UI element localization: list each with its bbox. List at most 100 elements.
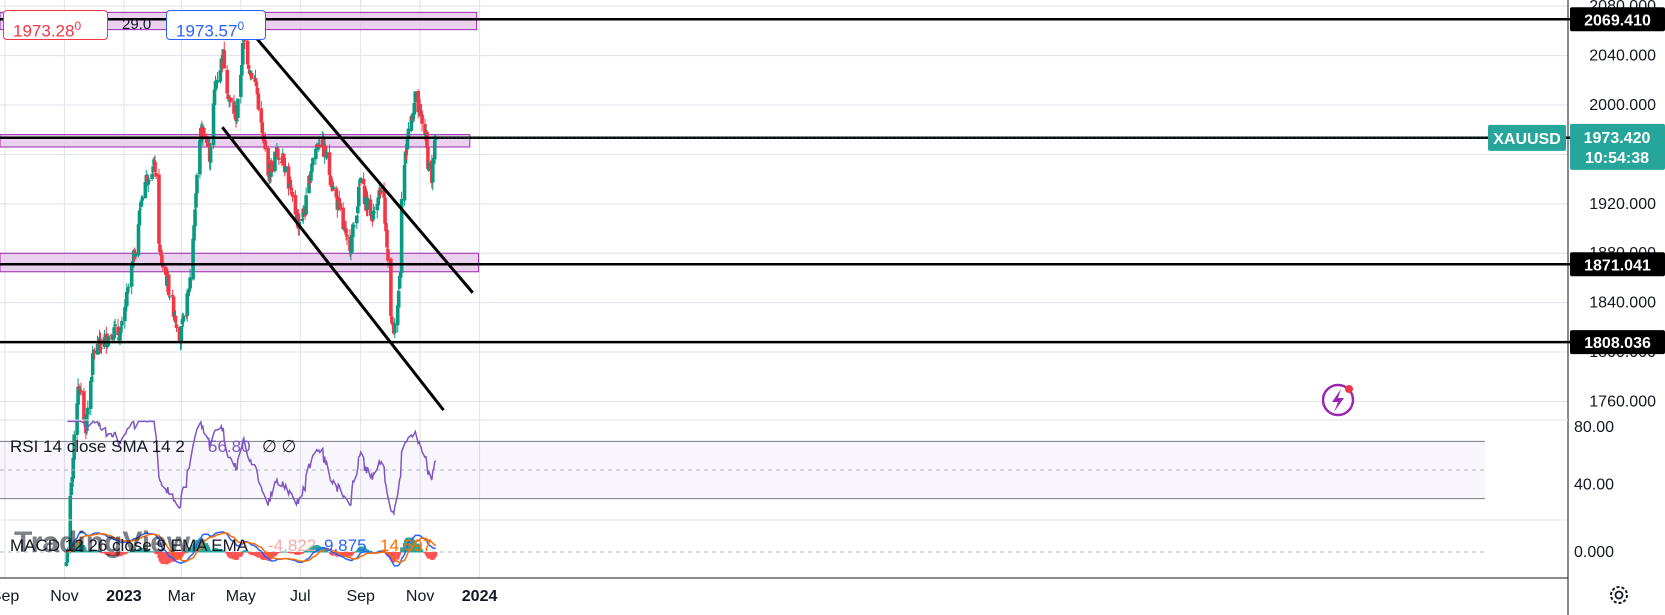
candle-body [345,234,349,237]
macd-hist-bar [300,552,304,554]
candle-body [393,324,397,334]
price-axis-labels: 2069.4101973.5101871.0411808.0361973.420… [1488,7,1665,355]
candle-body [245,40,250,65]
candle-body [334,188,339,198]
candle-body [296,213,301,229]
candle-body [123,307,127,322]
candle-body [82,391,86,420]
candle-body [274,152,278,154]
candle-body [72,434,76,460]
level-label-0-bg [1570,7,1665,32]
candle-body [145,175,150,183]
macd-hist-bar [140,548,144,553]
candle-body [218,70,223,82]
macd-value-2: 14.697 [380,536,432,555]
candle-body [372,211,377,213]
y-tick-label: 2040.000 [1589,48,1656,65]
candle-body [136,224,141,256]
candle-body [310,163,314,173]
macd-value-1: 9.875 [324,536,367,555]
candle-body [158,244,162,253]
candle-body [208,147,213,163]
candle-body [229,97,233,102]
candle-body [90,353,95,375]
candle-body [281,153,286,166]
alert-bolt [1332,389,1344,412]
candle-body [283,166,288,172]
candle-body [405,139,410,150]
horizontal-levels [0,18,1570,344]
macd-hist-bar [154,552,158,555]
candle-body [411,112,416,119]
candle-body [112,327,116,339]
candle-body [180,319,185,325]
candle-body [170,295,175,297]
candle-body [351,224,355,238]
candle-body [118,331,122,341]
candle-body [276,148,280,157]
candle-body [361,178,366,184]
candle-body [240,43,245,65]
rsi-band [0,441,1485,499]
settings-gear-icon [1610,586,1628,604]
candle-body [113,324,117,327]
candle-body [159,249,163,256]
level-label-2-bg [1570,252,1665,277]
candle-body [104,333,109,347]
y-tick-label: 2000.000 [1589,97,1656,114]
candle-body [188,277,192,289]
candle-body [409,116,414,131]
rsi-extra: ∅ ∅ [262,437,296,456]
candle-body [194,193,198,208]
macd-hist-bar [93,549,97,553]
x-tick-label: May [226,588,256,605]
macd-hist-bar [386,552,390,557]
candle-body [153,161,157,172]
candle-body [255,87,260,95]
candle-body [120,320,124,326]
candle-body [163,266,168,276]
symbol-tag [1488,124,1566,151]
candle-body [348,236,352,252]
candle-body [354,215,359,224]
level-label-3: 1808.036 [1584,335,1651,352]
candle-body [338,202,343,210]
tradingview-watermark: TradingView [14,526,191,559]
candle-body [386,249,390,261]
candle-body [92,351,97,354]
bid-price-box[interactable]: 1973.280 [3,10,108,41]
countdown-label: 10:54:38 [1585,150,1649,167]
candle-body [323,145,328,158]
candle-body [396,290,401,308]
candle-body [248,70,253,75]
x-tick-label: Nov [406,588,434,605]
candle-body [125,287,130,293]
macd-hist-bar [420,550,424,553]
macd-hist-bar [270,552,274,559]
candle-body [403,151,408,164]
candle-body [106,336,111,346]
rsi-pane: RSI 14 close SMA 14 2 56.80 ∅ ∅ [0,419,1485,517]
macd-hist-bar [277,552,281,553]
candle-body [99,347,104,349]
candle-body [227,100,231,102]
gear-outer [1610,586,1628,604]
candle-body [64,562,69,566]
candle-body [234,107,238,121]
macd-hist-bar [256,552,260,558]
macd-hist-bar [161,552,165,565]
candle-body [259,108,264,123]
macd-hist-bar [175,552,179,560]
candle-body [86,407,90,415]
candle-body [126,286,131,288]
candle-body [315,144,319,151]
candle-body [288,184,293,189]
candle-body [317,144,322,148]
candle-body [171,296,176,317]
candle-body [290,191,295,197]
candle-body [270,161,274,172]
candle-body [416,90,420,113]
candle-body [328,175,333,185]
ask-price-box[interactable]: 1973.570 [166,10,266,41]
